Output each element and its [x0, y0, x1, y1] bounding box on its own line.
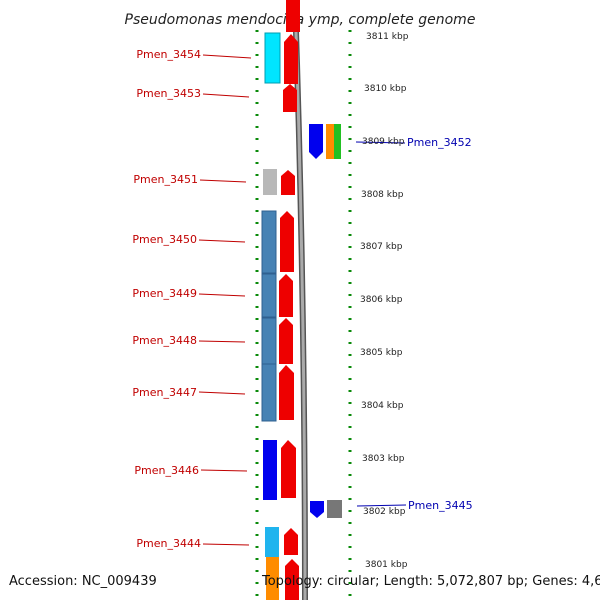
gene-arrow-pmen-3447[interactable]: [279, 365, 294, 420]
leader-pmen-3448: [198, 340, 246, 343]
gene-label-pmen-3445[interactable]: Pmen_3445: [408, 499, 473, 512]
gene-arrow-bottom[interactable]: [285, 559, 299, 600]
gene-block-lower-cog[interactable]: [266, 557, 279, 600]
kbp-label-3810: 3810 kbp: [364, 84, 407, 94]
kbp-label-3806: 3806 kbp: [360, 295, 403, 305]
gene-block-pmen-3449-cog[interactable]: [261, 273, 277, 318]
gene-arrow-pmen-3445[interactable]: [310, 501, 324, 518]
gene-arrow-pmen-3454[interactable]: [284, 34, 298, 84]
gene-arrow-pmen-3444[interactable]: [284, 528, 298, 555]
gene-block-pmen-3444-cog[interactable]: [265, 527, 279, 557]
gene-arrow-pmen-3451[interactable]: [281, 170, 295, 195]
reverse-strand-genes: [309, 124, 342, 518]
gene-label-pmen-3454[interactable]: Pmen_3454: [136, 48, 201, 61]
kbp-label-3809: 3809 kbp: [362, 137, 405, 147]
gene-arrow-pmen-3453[interactable]: [283, 84, 297, 112]
kbp-label-3808: 3808 kbp: [361, 190, 404, 200]
gene-labels-right: Pmen_3452 Pmen_3445: [407, 136, 473, 512]
gene-block-pmen-3452-orange[interactable]: [326, 124, 334, 159]
gene-arrow-pmen-3448[interactable]: [279, 318, 293, 364]
gene-label-pmen-3444[interactable]: Pmen_3444: [136, 537, 201, 550]
gene-arrow-top[interactable]: [286, 0, 300, 32]
gene-block-pmen-3450-cog[interactable]: [261, 210, 277, 274]
gene-block-pmen-3447-cog[interactable]: [261, 363, 277, 422]
cog-color-column: [261, 32, 281, 600]
accession-text: Accession: NC_009439: [9, 574, 157, 589]
gene-block-pmen-3452-green[interactable]: [334, 124, 341, 159]
kbp-label-3803: 3803 kbp: [362, 454, 405, 464]
gene-arrow-pmen-3452[interactable]: [309, 124, 323, 159]
gene-label-pmen-3453[interactable]: Pmen_3453: [136, 87, 201, 100]
leader-lines: [198, 54, 252, 546]
leader-pmen-3450: [198, 239, 246, 243]
kbp-label-3802: 3802 kbp: [363, 507, 406, 517]
gene-block-pmen-3446-cog[interactable]: [263, 440, 277, 500]
kbp-label-3811: 3811 kbp: [366, 32, 409, 42]
gene-arrow-pmen-3446[interactable]: [281, 440, 296, 498]
gene-arrow-pmen-3449[interactable]: [279, 274, 293, 317]
leader-pmen-3454: [202, 54, 252, 59]
gene-label-pmen-3452[interactable]: Pmen_3452: [407, 136, 472, 149]
gene-block-pmen-3445-grey[interactable]: [327, 500, 342, 518]
gene-block-pmen-3448-cog[interactable]: [261, 317, 277, 365]
gene-label-pmen-3449[interactable]: Pmen_3449: [132, 287, 197, 300]
gene-block-pmen-3451-cog[interactable]: [263, 169, 277, 195]
leader-pmen-3451: [199, 179, 247, 183]
gene-label-pmen-3446[interactable]: Pmen_3446: [134, 464, 199, 477]
leader-pmen-3445: [356, 504, 407, 507]
gene-labels-left: Pmen_3454 Pmen_3453 Pmen_3451 Pmen_3450 …: [132, 48, 201, 550]
gene-label-pmen-3450[interactable]: Pmen_3450: [132, 233, 197, 246]
kbp-label-3804: 3804 kbp: [361, 401, 404, 411]
kbp-scale: 3811 kbp 3810 kbp 3809 kbp 3808 kbp 3807…: [360, 32, 409, 570]
kbp-label-3807: 3807 kbp: [360, 242, 403, 252]
leader-pmen-3449: [198, 293, 246, 297]
leader-pmen-3444: [202, 543, 250, 546]
kbp-label-3805: 3805 kbp: [360, 348, 403, 358]
gene-block-pmen-3454-cog[interactable]: [264, 32, 281, 84]
leader-pmen-3452: [355, 141, 406, 144]
gene-label-pmen-3451[interactable]: Pmen_3451: [133, 173, 198, 186]
gene-label-pmen-3447[interactable]: Pmen_3447: [132, 386, 197, 399]
leader-pmen-3446: [200, 469, 248, 472]
gene-label-pmen-3448[interactable]: Pmen_3448: [132, 334, 197, 347]
kbp-label-3801: 3801 kbp: [365, 560, 408, 570]
leader-lines-right: [355, 141, 407, 507]
leader-pmen-3447: [198, 391, 246, 395]
forward-strand-genes: [279, 0, 300, 600]
topology-text: Topology: circular; Length: 5,072,807 bp…: [262, 574, 600, 589]
gene-arrow-pmen-3450[interactable]: [280, 211, 294, 272]
leader-pmen-3453: [202, 93, 250, 98]
